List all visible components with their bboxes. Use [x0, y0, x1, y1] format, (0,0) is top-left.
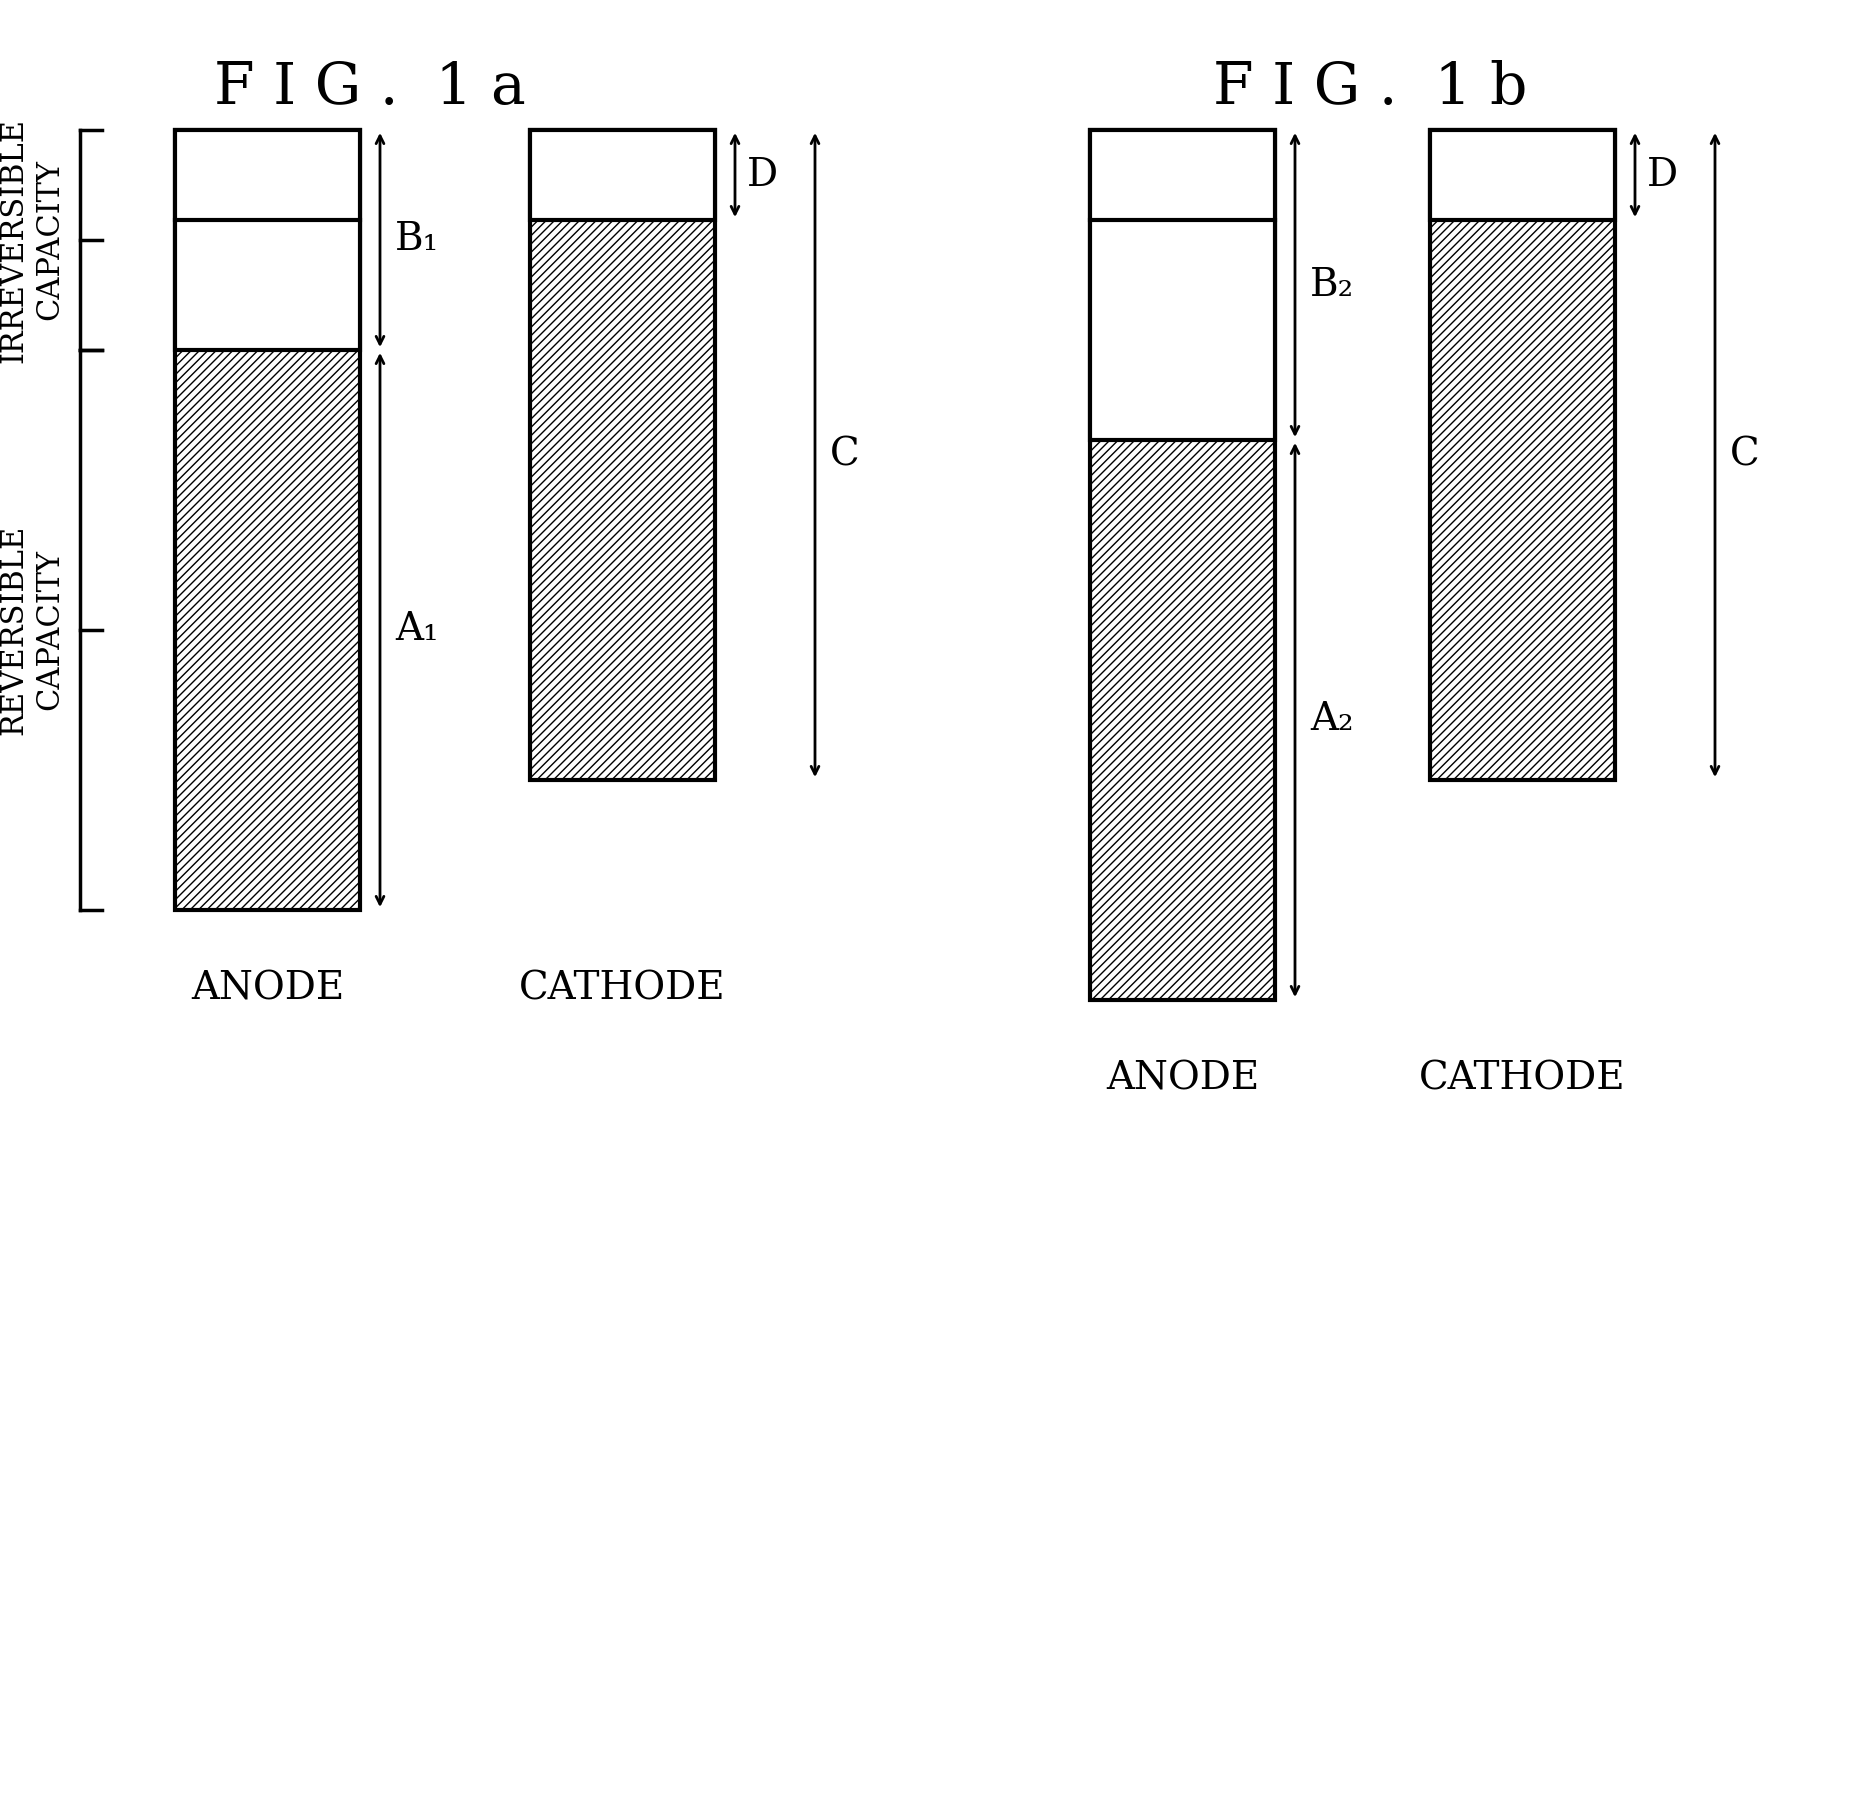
Bar	[1430, 129, 1615, 780]
Bar	[1090, 129, 1275, 999]
Text: ANODE: ANODE	[191, 971, 344, 1006]
Bar	[176, 129, 361, 350]
Bar	[176, 129, 361, 910]
Bar	[1090, 129, 1275, 440]
Text: CATHODE: CATHODE	[520, 971, 725, 1006]
Text: F I G .  1 b: F I G . 1 b	[1214, 59, 1528, 117]
Text: B₁: B₁	[396, 221, 438, 258]
Bar	[1430, 129, 1615, 221]
Text: F I G .  1 a: F I G . 1 a	[215, 59, 525, 117]
Text: REVERSIBLE
CAPACITY: REVERSIBLE CAPACITY	[0, 526, 65, 736]
Text: ANODE: ANODE	[1106, 1060, 1260, 1096]
Bar	[529, 129, 714, 221]
Text: D: D	[747, 156, 779, 194]
Text: CATHODE: CATHODE	[1419, 1060, 1626, 1096]
Text: A₂: A₂	[1310, 701, 1354, 739]
Text: A₁: A₁	[396, 612, 438, 648]
Text: IRREVERSIBLE
CAPACITY: IRREVERSIBLE CAPACITY	[0, 117, 65, 362]
Bar	[529, 129, 714, 780]
Text: C: C	[1730, 436, 1759, 474]
Text: C: C	[831, 436, 860, 474]
Text: B₂: B₂	[1310, 267, 1354, 303]
Text: D: D	[1646, 156, 1678, 194]
